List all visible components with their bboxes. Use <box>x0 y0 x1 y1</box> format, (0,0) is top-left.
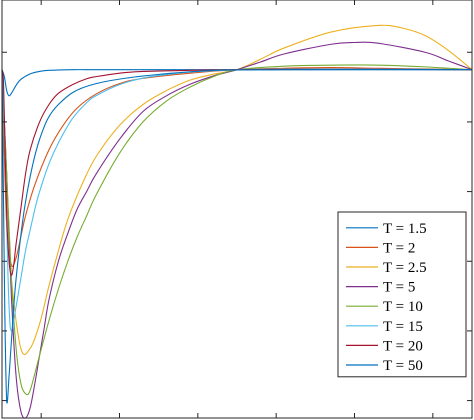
legend-label-8: T = 50 <box>383 358 423 374</box>
series-line-2 <box>1 67 473 268</box>
series-layer <box>1 24 473 419</box>
legend-label-5: T = 10 <box>383 299 423 315</box>
legend-box <box>337 211 467 378</box>
legend-label-4: T = 5 <box>383 280 415 296</box>
legend-label-3: T = 2.5 <box>383 260 427 276</box>
legend-label-2: T = 2 <box>383 240 415 256</box>
series-line-3 <box>1 24 473 356</box>
legend-label-1: T = 1.5 <box>383 221 427 237</box>
series-line-8 <box>1 68 473 404</box>
series-line-7 <box>1 68 473 276</box>
series-line-5 <box>1 64 473 396</box>
legend: T = 1.5 T = 2 T = 2.5 T = 5 T = 10 T = 15 T = … <box>337 211 467 378</box>
legend-label-7: T = 20 <box>383 338 423 354</box>
legend-label-6: T = 15 <box>383 319 423 335</box>
series-line-1 <box>1 69 472 97</box>
series-line-4 <box>1 41 473 419</box>
